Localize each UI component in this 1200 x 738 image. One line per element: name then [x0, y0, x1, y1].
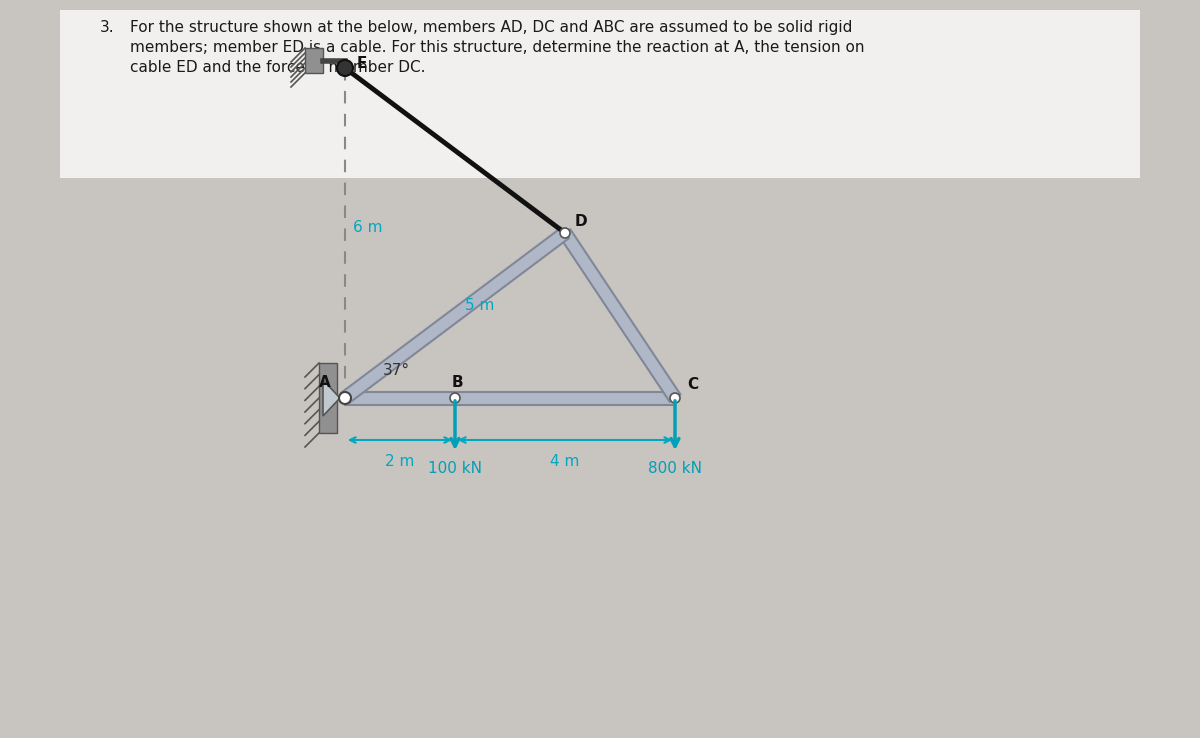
Bar — [319, 363, 337, 433]
FancyBboxPatch shape — [60, 10, 1140, 178]
Text: 100 kN: 100 kN — [428, 461, 482, 476]
Text: 800 kN: 800 kN — [648, 461, 702, 476]
Text: cable ED and the force in member DC.: cable ED and the force in member DC. — [130, 60, 426, 75]
Text: D: D — [575, 214, 588, 229]
Text: 37°: 37° — [383, 363, 410, 378]
Circle shape — [670, 393, 680, 403]
Text: A: A — [319, 375, 331, 390]
Text: C: C — [686, 377, 698, 392]
Circle shape — [337, 60, 353, 76]
Polygon shape — [341, 228, 569, 403]
Polygon shape — [559, 230, 680, 401]
Text: 2 m: 2 m — [385, 454, 415, 469]
Circle shape — [560, 228, 570, 238]
Bar — [305, 48, 323, 73]
Text: 3.: 3. — [100, 20, 115, 35]
Circle shape — [450, 393, 460, 403]
Text: B: B — [451, 375, 463, 390]
Polygon shape — [323, 380, 340, 416]
Polygon shape — [346, 391, 674, 404]
Text: 5 m: 5 m — [466, 298, 494, 313]
Text: 4 m: 4 m — [551, 454, 580, 469]
Text: E: E — [358, 57, 367, 72]
Text: members; member ED is a cable. For this structure, determine the reaction at A, : members; member ED is a cable. For this … — [130, 40, 864, 55]
Text: For the structure shown at the below, members AD, DC and ABC are assumed to be s: For the structure shown at the below, me… — [130, 20, 852, 35]
Text: 6 m: 6 m — [353, 221, 383, 235]
Circle shape — [340, 392, 352, 404]
